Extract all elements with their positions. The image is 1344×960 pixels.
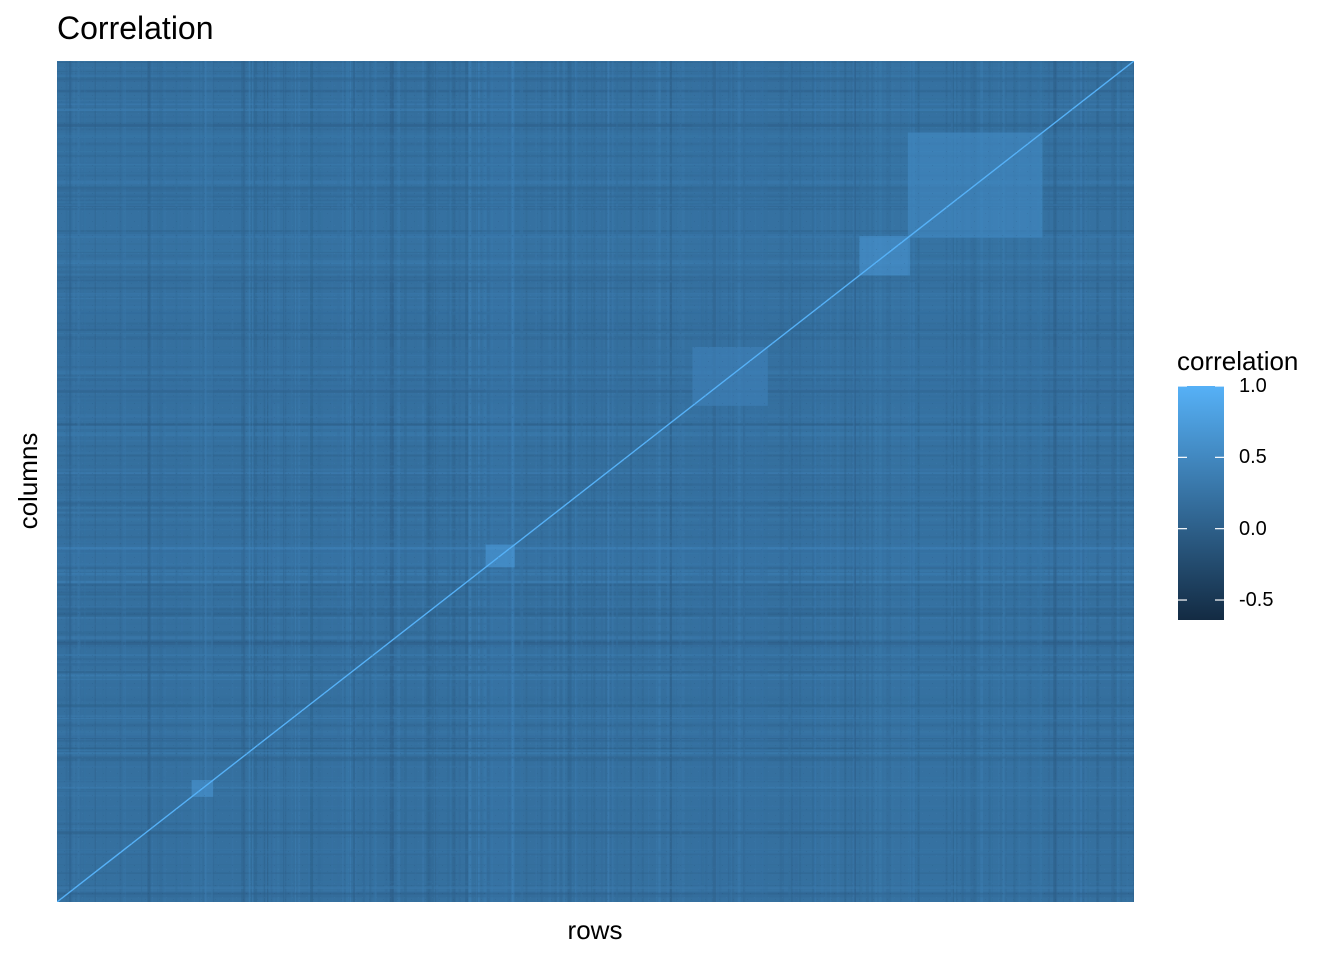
heatmap-plot <box>57 61 1134 902</box>
chart-title: Correlation <box>57 10 214 46</box>
legend-tick-label: 1.0 <box>1239 375 1267 397</box>
x-axis-label: rows <box>567 915 623 945</box>
legend-gradient <box>1178 386 1224 620</box>
y-axis-label: columns <box>13 432 43 530</box>
legend-tick-label: -0.5 <box>1239 589 1274 611</box>
legend-colorbar <box>1178 385 1224 620</box>
legend-tick-label: 0.0 <box>1239 517 1267 540</box>
legend-tick-label: 0.5 <box>1239 446 1267 469</box>
legend-ticks <box>1178 385 1224 601</box>
legend-title: correlation <box>1177 346 1299 376</box>
